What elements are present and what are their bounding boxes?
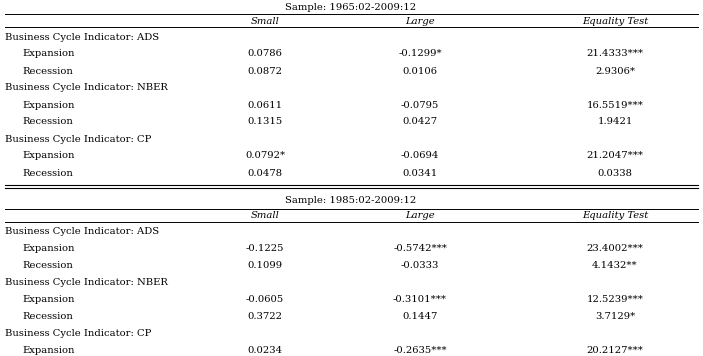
Text: Recession: Recession xyxy=(22,168,73,178)
Text: Sample: 1985:02-2009:12: Sample: 1985:02-2009:12 xyxy=(285,197,417,205)
Text: 0.1315: 0.1315 xyxy=(247,117,283,126)
Text: -0.2635***: -0.2635*** xyxy=(393,346,447,355)
Text: Sample: 1965:02-2009:12: Sample: 1965:02-2009:12 xyxy=(285,2,417,11)
Text: -0.1299*: -0.1299* xyxy=(398,49,441,58)
Text: Large: Large xyxy=(405,211,435,220)
Text: 0.0478: 0.0478 xyxy=(247,168,283,178)
Text: -0.1225: -0.1225 xyxy=(246,245,284,253)
Text: 0.0338: 0.0338 xyxy=(598,168,633,178)
Text: Expansion: Expansion xyxy=(22,100,75,110)
Text: -0.0333: -0.0333 xyxy=(401,261,439,271)
Text: Business Cycle Indicator: NBER: Business Cycle Indicator: NBER xyxy=(5,84,168,93)
Text: -0.0605: -0.0605 xyxy=(246,295,284,304)
Text: 0.0427: 0.0427 xyxy=(402,117,437,126)
Text: 0.3722: 0.3722 xyxy=(247,313,283,321)
Text: 0.0786: 0.0786 xyxy=(247,49,283,58)
Text: Equality Test: Equality Test xyxy=(582,16,648,26)
Text: Recession: Recession xyxy=(22,313,73,321)
Text: Expansion: Expansion xyxy=(22,245,75,253)
Text: Business Cycle Indicator: CP: Business Cycle Indicator: CP xyxy=(5,329,151,339)
Text: 0.0792*: 0.0792* xyxy=(245,152,285,161)
Text: Expansion: Expansion xyxy=(22,295,75,304)
Text: 0.1099: 0.1099 xyxy=(247,261,283,271)
Text: 0.0611: 0.0611 xyxy=(247,100,283,110)
Text: 16.5519***: 16.5519*** xyxy=(586,100,643,110)
Text: 0.0872: 0.0872 xyxy=(247,67,283,75)
Text: Expansion: Expansion xyxy=(22,152,75,161)
Text: Equality Test: Equality Test xyxy=(582,211,648,220)
Text: Business Cycle Indicator: CP: Business Cycle Indicator: CP xyxy=(5,135,151,143)
Text: Small: Small xyxy=(250,16,279,26)
Text: Expansion: Expansion xyxy=(22,346,75,355)
Text: 0.0106: 0.0106 xyxy=(403,67,437,75)
Text: 23.4002***: 23.4002*** xyxy=(586,245,643,253)
Text: -0.0694: -0.0694 xyxy=(401,152,439,161)
Text: -0.5742***: -0.5742*** xyxy=(393,245,447,253)
Text: -0.3101***: -0.3101*** xyxy=(393,295,447,304)
Text: 0.1447: 0.1447 xyxy=(402,313,438,321)
Text: 20.2127***: 20.2127*** xyxy=(586,346,643,355)
Text: 4.1432**: 4.1432** xyxy=(592,261,638,271)
Text: 0.0234: 0.0234 xyxy=(247,346,283,355)
Text: 21.4333***: 21.4333*** xyxy=(586,49,643,58)
Text: Business Cycle Indicator: ADS: Business Cycle Indicator: ADS xyxy=(5,32,159,42)
Text: Large: Large xyxy=(405,16,435,26)
Text: Business Cycle Indicator: NBER: Business Cycle Indicator: NBER xyxy=(5,278,168,287)
Text: 1.9421: 1.9421 xyxy=(598,117,633,126)
Text: 0.0341: 0.0341 xyxy=(402,168,438,178)
Text: 21.2047***: 21.2047*** xyxy=(586,152,643,161)
Text: -0.0795: -0.0795 xyxy=(401,100,439,110)
Text: Small: Small xyxy=(250,211,279,220)
Text: Recession: Recession xyxy=(22,67,73,75)
Text: Recession: Recession xyxy=(22,117,73,126)
Text: Expansion: Expansion xyxy=(22,49,75,58)
Text: 2.9306*: 2.9306* xyxy=(595,67,635,75)
Text: 12.5239***: 12.5239*** xyxy=(586,295,643,304)
Text: Business Cycle Indicator: ADS: Business Cycle Indicator: ADS xyxy=(5,227,159,236)
Text: Recession: Recession xyxy=(22,261,73,271)
Text: 3.7129*: 3.7129* xyxy=(595,313,635,321)
